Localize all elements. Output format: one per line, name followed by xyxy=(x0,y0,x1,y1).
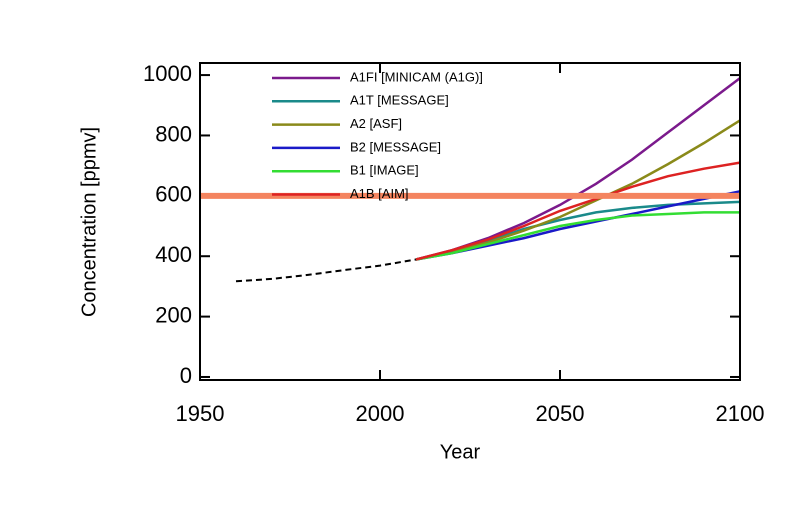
legend-label: B2 [MESSAGE] xyxy=(350,139,441,154)
x-tick-label: 1950 xyxy=(176,401,225,426)
y-tick-label: 400 xyxy=(155,242,192,267)
y-tick-label: 200 xyxy=(155,302,192,327)
series-line xyxy=(415,211,740,261)
y-axis-title: Concentration [ppmv] xyxy=(78,127,100,317)
legend-label: A1T [MESSAGE] xyxy=(350,93,449,108)
legend-label: B1 [IMAGE] xyxy=(350,163,419,178)
x-tick-label: 2050 xyxy=(536,401,585,426)
series-line xyxy=(415,77,741,261)
legend-label: A2 [ASF] xyxy=(350,116,402,131)
y-tick-label: 600 xyxy=(155,182,192,207)
legend-label: A1FI [MINICAM (A1G)] xyxy=(350,69,483,84)
y-tick-label: 1000 xyxy=(143,61,192,86)
series-line xyxy=(415,119,741,261)
historical-line xyxy=(235,258,417,283)
legend-label: A1B [AIM] xyxy=(350,186,409,201)
x-axis-title: Year xyxy=(440,441,481,463)
y-tick-label: 800 xyxy=(155,121,192,146)
series-line xyxy=(415,161,741,261)
y-tick-label: 0 xyxy=(180,363,192,388)
plot-frame xyxy=(199,62,741,381)
x-tick-label: 2100 xyxy=(716,401,765,426)
x-tick-label: 2000 xyxy=(356,401,405,426)
